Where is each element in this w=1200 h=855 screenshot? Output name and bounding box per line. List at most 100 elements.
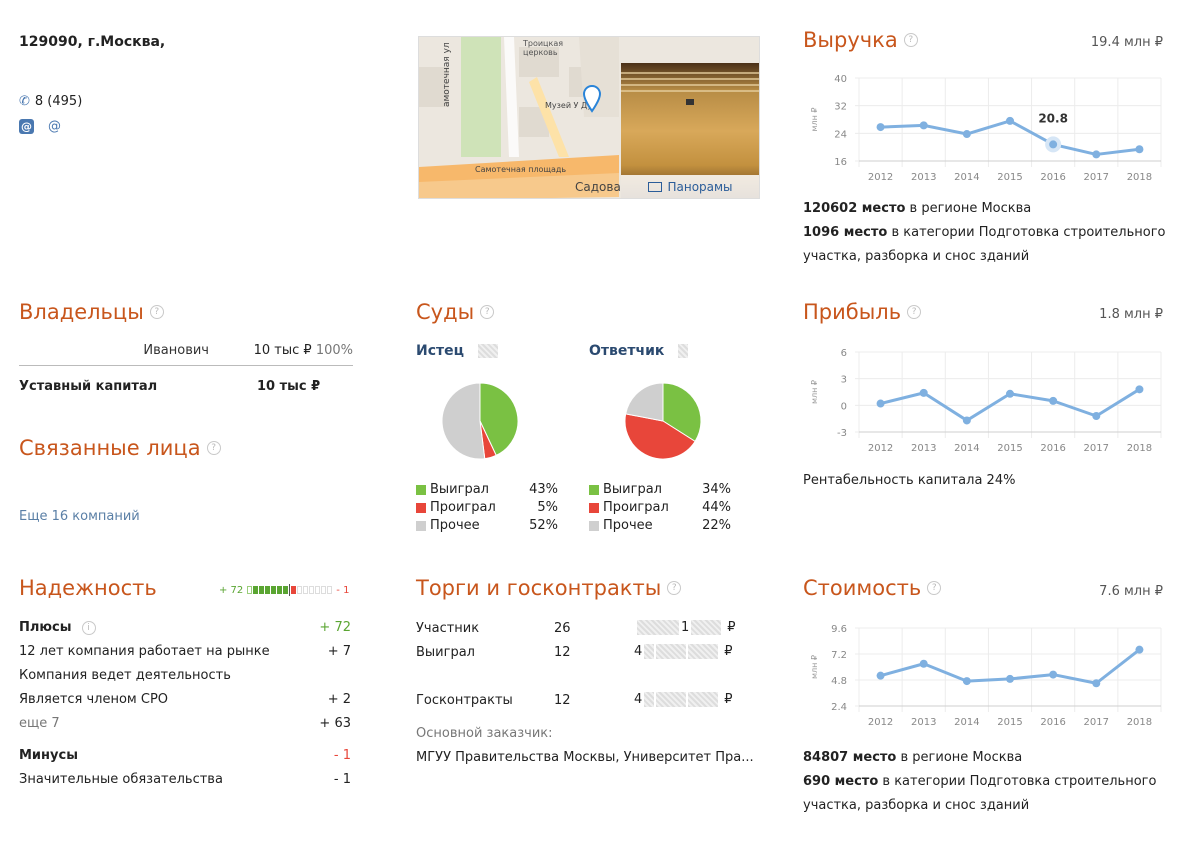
value-total: 7.6 млн ₽ bbox=[1099, 584, 1163, 599]
profit-title: Прибыль? bbox=[803, 300, 922, 324]
panorama-thumbnail[interactable]: Панорамы bbox=[621, 63, 759, 198]
map-label-square: Самотечная площадь bbox=[475, 165, 567, 174]
y-tick-label: 4.8 bbox=[831, 676, 847, 687]
plus-more-label[interactable]: еще 7 bbox=[19, 716, 60, 731]
tenders-title: Торги и госконтракты? bbox=[416, 576, 682, 600]
data-point bbox=[962, 416, 971, 425]
revenue-title: Выручка? bbox=[803, 28, 918, 52]
panorama-button[interactable]: Панорамы bbox=[621, 175, 759, 198]
x-tick-label: 2018 bbox=[1127, 717, 1152, 728]
pie-slice bbox=[441, 382, 486, 460]
website-icon[interactable]: @ bbox=[48, 119, 61, 134]
data-point bbox=[876, 123, 885, 132]
help-icon[interactable]: ? bbox=[903, 33, 918, 47]
rank-region-text: в регионе Москва bbox=[905, 201, 1032, 216]
x-tick-label: 2015 bbox=[997, 717, 1022, 728]
score-plus: + 72 bbox=[219, 585, 244, 596]
data-point bbox=[1092, 150, 1101, 159]
owner-row[interactable]: Иванович 10 тыс ₽ 100% bbox=[19, 343, 353, 366]
revenue-rank-region: 120602 место в регионе Москва bbox=[803, 201, 1031, 216]
data-point bbox=[919, 388, 928, 397]
minus-item: Значительные обязательства - 1 bbox=[19, 772, 351, 787]
owner-share: 10 тыс ₽ bbox=[253, 343, 312, 358]
y-tick-label: 32 bbox=[834, 102, 847, 113]
revenue-chart: 16 24 32 40 млн ₽ 2012 2013 2014 2015 2016 2017 201… bbox=[810, 74, 1162, 183]
y-tick-label: 3 bbox=[841, 375, 847, 386]
map-widget[interactable]: Троицкая церковь амотечная ул Музей У Ду… bbox=[418, 36, 760, 199]
revenue-title-text: Выручка bbox=[803, 28, 898, 52]
sum-digit: 1 bbox=[681, 620, 690, 635]
email-icon[interactable]: @ bbox=[19, 119, 34, 134]
plus-item: Компания ведет деятельность bbox=[19, 668, 351, 683]
plus-item-value: + 7 bbox=[327, 644, 351, 659]
x-tick-label: 2016 bbox=[1040, 443, 1065, 454]
courts-title-text: Суды bbox=[416, 300, 475, 324]
reliability-title: Надежность bbox=[19, 576, 157, 600]
map-label-museum: Музей У Ду bbox=[545, 101, 592, 110]
sum-digit: 4 bbox=[634, 692, 643, 707]
tender-contracts-sum: 4 ₽ bbox=[634, 692, 733, 707]
legend-item: Проиграл 5% bbox=[416, 500, 558, 518]
plus-header: Плюсы i + 72 bbox=[19, 620, 351, 635]
legend-item: Выиграл 34% bbox=[589, 482, 731, 500]
help-icon[interactable]: ? bbox=[927, 581, 942, 595]
help-icon[interactable]: ? bbox=[907, 305, 922, 319]
value-rank-region: 84807 место в регионе Москва bbox=[803, 750, 1022, 765]
y-tick-label: 2.4 bbox=[831, 702, 847, 713]
tender-customer-value[interactable]: МГУУ Правительства Москвы, Университет П… bbox=[416, 750, 754, 765]
help-icon[interactable]: ? bbox=[206, 441, 221, 455]
swatch-won bbox=[589, 484, 599, 495]
defendant-legend: Выиграл 34% Проиграл 44% Прочее 22% bbox=[589, 482, 731, 536]
rank-category-text: в категории Подготовка строительного bbox=[887, 225, 1166, 240]
legend-label: Выиграл bbox=[430, 482, 489, 497]
x-tick-label: 2012 bbox=[868, 172, 893, 183]
phone-row[interactable]: ✆ 8 (495) bbox=[19, 94, 82, 109]
reliability-scale: + 72 - 1 bbox=[219, 583, 349, 596]
help-icon[interactable]: ? bbox=[149, 305, 164, 319]
minus-header: Минусы - 1 bbox=[19, 748, 351, 763]
legend-item: Прочее 22% bbox=[589, 518, 731, 536]
help-icon[interactable]: ? bbox=[480, 305, 495, 319]
legend-pct: 34% bbox=[702, 482, 731, 497]
legend-pct: 5% bbox=[537, 500, 558, 515]
data-point bbox=[919, 659, 928, 668]
x-tick-label: 2017 bbox=[1084, 717, 1109, 728]
plus-item-label: Является членом СРО bbox=[19, 692, 169, 707]
data-point bbox=[1006, 116, 1014, 125]
legend-label: Прочее bbox=[430, 518, 480, 533]
pie-slice bbox=[624, 413, 696, 460]
plus-more[interactable]: еще 7 + 63 bbox=[19, 716, 351, 731]
y-tick-label: 6 bbox=[841, 348, 847, 359]
related-more-link[interactable]: Еще 16 компаний bbox=[19, 509, 140, 524]
legend-pct: 44% bbox=[702, 500, 731, 515]
plus-item-label: 12 лет компания работает на рынке bbox=[19, 644, 270, 659]
x-tick-label: 2015 bbox=[997, 443, 1022, 454]
minus-item-label: Значительные обязательства bbox=[19, 772, 223, 787]
pie-slice bbox=[625, 382, 664, 422]
x-tick-label: 2018 bbox=[1127, 172, 1152, 183]
legend-pct: 22% bbox=[702, 518, 731, 533]
legend-label: Проиграл bbox=[603, 500, 669, 515]
data-point bbox=[919, 121, 928, 130]
profit-title-text: Прибыль bbox=[803, 300, 902, 324]
owner-name[interactable]: Иванович bbox=[143, 343, 209, 358]
minus-title: Минусы bbox=[19, 748, 78, 763]
plus-item: 12 лет компания работает на рынке + 7 bbox=[19, 644, 351, 659]
value-rank-category-2: участка, разборка и снос зданий bbox=[803, 798, 1030, 813]
y-tick-label: 24 bbox=[834, 129, 847, 140]
value-title-text: Стоимость bbox=[803, 576, 922, 600]
revenue-rank-category: 1096 место в категории Подготовка строит… bbox=[803, 225, 1166, 240]
info-icon[interactable]: i bbox=[81, 620, 96, 635]
plus-item-value: + 2 bbox=[327, 692, 351, 707]
plaintiff-pie-chart bbox=[441, 382, 519, 460]
y-tick-label: 40 bbox=[834, 74, 847, 85]
legend-item: Проиграл 44% bbox=[589, 500, 731, 518]
y-axis-label: млн ₽ bbox=[810, 380, 819, 404]
profit-total: 1.8 млн ₽ bbox=[1099, 307, 1163, 322]
data-point bbox=[1135, 645, 1144, 654]
tender-contracts-count: 12 bbox=[554, 693, 571, 708]
related-title-text: Связанные лица bbox=[19, 436, 201, 460]
y-axis-label: млн ₽ bbox=[810, 655, 819, 679]
help-icon[interactable]: ? bbox=[667, 581, 682, 595]
x-tick-label: 2016 bbox=[1040, 172, 1065, 183]
